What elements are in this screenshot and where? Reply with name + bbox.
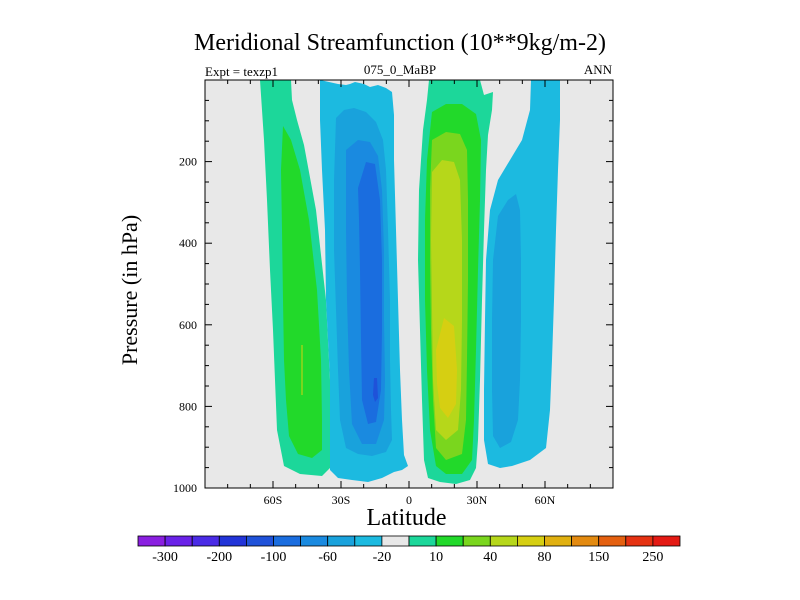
southern-hadley-core bbox=[373, 378, 378, 402]
colorbar-swatch bbox=[381, 535, 410, 547]
period-label: 075_0_MaBP bbox=[363, 62, 437, 77]
northern-hadley-level5 bbox=[436, 318, 457, 418]
colorbar-swatch bbox=[435, 535, 464, 547]
colorbar-swatch bbox=[544, 535, 573, 547]
colorbar-swatch bbox=[489, 535, 518, 547]
colorbar-label: -300 bbox=[152, 550, 178, 565]
colorbar-swatch bbox=[408, 535, 437, 547]
colorbar-swatch bbox=[354, 535, 383, 547]
axis-ticks: 200 400 600 800 1000 60S 30S 0 30N 60N bbox=[173, 79, 614, 507]
y-tick-label: 600 bbox=[179, 318, 197, 332]
colorbar-label: -100 bbox=[261, 550, 287, 565]
colorbar-label: 10 bbox=[429, 550, 443, 565]
colorbar-label: -20 bbox=[373, 550, 392, 565]
chart-title: Meridional Streamfunction (10**9kg/m-2) bbox=[194, 30, 606, 56]
southern-cell bbox=[260, 80, 331, 476]
southern-hadley-level4 bbox=[358, 162, 382, 424]
southern-cell-streak bbox=[301, 345, 303, 395]
colorbar-swatch bbox=[245, 535, 274, 547]
experiment-label: Expt = texzp1 bbox=[205, 64, 279, 79]
x-axis-label: Latitude bbox=[366, 505, 447, 531]
colorbar-swatch bbox=[327, 535, 356, 547]
northern-ferrel-level2 bbox=[492, 194, 521, 448]
y-tick-label: 400 bbox=[179, 236, 197, 250]
colorbar-swatch bbox=[164, 535, 193, 547]
colorbar-swatch bbox=[300, 535, 329, 547]
colorbar-swatch bbox=[652, 535, 681, 547]
y-tick-label: 1000 bbox=[173, 481, 197, 495]
colorbar-label: 150 bbox=[588, 550, 609, 565]
colorbar-swatch bbox=[191, 535, 220, 547]
colorbar-label: 80 bbox=[538, 550, 552, 565]
y-tick-label: 200 bbox=[179, 155, 197, 169]
colorbar-swatch bbox=[273, 535, 302, 547]
colorbar-label: 250 bbox=[642, 550, 663, 565]
colorbar-swatch bbox=[517, 535, 545, 547]
x-tick-label: 30N bbox=[467, 493, 488, 507]
colorbar-swatch bbox=[598, 535, 627, 547]
colorbar-label: -60 bbox=[318, 550, 337, 565]
southern-hadley-cell bbox=[320, 80, 408, 482]
colorbar-swatch bbox=[137, 535, 166, 547]
colorbar-swatch bbox=[218, 535, 247, 547]
colorbar-swatch bbox=[462, 535, 491, 547]
y-tick-label: 800 bbox=[179, 399, 197, 413]
colorbar-swatch bbox=[625, 535, 654, 547]
colorbar-swatch bbox=[571, 535, 600, 547]
southern-cell-level2 bbox=[281, 126, 322, 458]
x-tick-label: 60N bbox=[535, 493, 556, 507]
northern-hadley-cell bbox=[418, 80, 493, 484]
season-label: ANN bbox=[583, 62, 612, 77]
x-tick-label: 0 bbox=[406, 493, 412, 507]
northern-ferrel-cell bbox=[484, 80, 560, 468]
colorbar-label: 40 bbox=[483, 550, 497, 565]
colorbar: -300 -200 -100 -60 -20 10 40 80 150 250 bbox=[137, 535, 681, 565]
x-tick-label: 30S bbox=[332, 493, 351, 507]
colorbar-label: -200 bbox=[206, 550, 232, 565]
x-tick-label: 60S bbox=[264, 493, 283, 507]
